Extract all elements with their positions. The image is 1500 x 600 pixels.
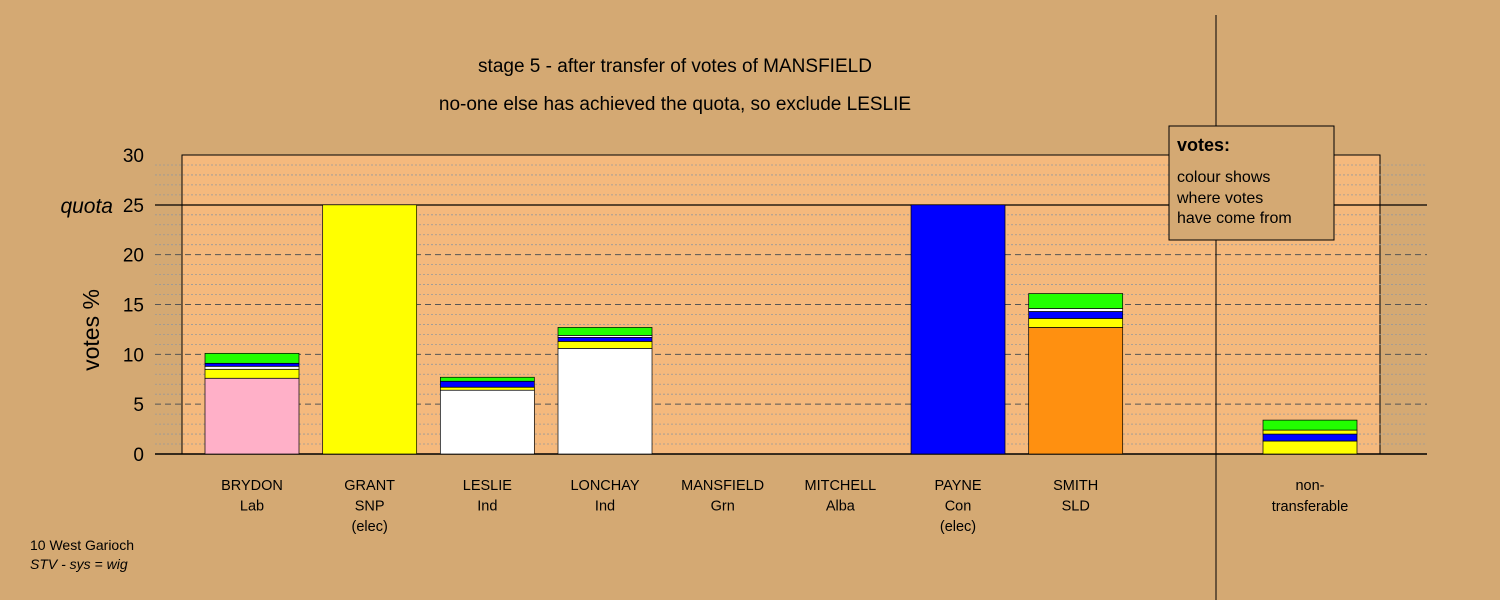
leslie-bar-segment-grn bbox=[439, 376, 535, 382]
leslie-bar-segment-ind bbox=[439, 389, 535, 455]
legend-title: votes: bbox=[1177, 135, 1230, 155]
y-tick-label: 20 bbox=[123, 246, 144, 267]
payne-bar-segment-con bbox=[910, 204, 1006, 455]
candidate-label-smith: SLD bbox=[1062, 499, 1090, 515]
y-tick-label: 10 bbox=[123, 345, 144, 366]
candidate-label-grant: GRANT bbox=[344, 478, 395, 494]
candidate-label-mitchell: MITCHELL bbox=[804, 478, 876, 494]
nontransferable-bar-segment-snp bbox=[1262, 440, 1358, 455]
legend-box bbox=[1168, 125, 1335, 241]
brydon-bar-segment-con bbox=[204, 362, 300, 367]
smith-bar-segment-snp bbox=[1028, 318, 1124, 328]
nontransferable-label: transferable bbox=[1272, 499, 1349, 515]
candidate-label-payne: PAYNE bbox=[935, 478, 982, 494]
candidate-label-brydon: BRYDON bbox=[221, 478, 283, 494]
brydon-bar-segment-ind bbox=[204, 365, 300, 370]
smith-bar-segment-sld bbox=[1028, 327, 1124, 455]
y-tick-label: 15 bbox=[123, 296, 144, 317]
brydon-bar-segment-snp bbox=[204, 368, 300, 379]
smith-bar-segment-con bbox=[1028, 311, 1124, 319]
lonchay-bar-segment-ind bbox=[557, 348, 653, 455]
smith-bar-segment-ind bbox=[1028, 308, 1124, 312]
legend: votes: colour shows where votes have com… bbox=[1168, 125, 1335, 241]
legend-line-1: colour shows bbox=[1177, 169, 1270, 186]
candidate-label-leslie: Ind bbox=[477, 499, 497, 515]
candidate-label-leslie: LESLIE bbox=[463, 478, 512, 494]
nontransferable-bar-segment-snp bbox=[1262, 429, 1358, 435]
candidate-label-smith: SMITH bbox=[1053, 478, 1098, 494]
x-axis-labels: BRYDON Lab GRANT SNP (elec) LESLIE Ind LONCHAY I… bbox=[221, 478, 1348, 535]
chart-subtitle: no-one else has achieved the quota, so e… bbox=[439, 94, 911, 115]
candidate-label-payne: (elec) bbox=[940, 519, 976, 535]
candidate-label-lonchay: Ind bbox=[595, 499, 615, 515]
legend-line-2: where votes bbox=[1176, 190, 1263, 207]
nontransferable-label: non- bbox=[1295, 478, 1324, 494]
candidate-label-mitchell: Alba bbox=[826, 499, 856, 515]
footer-ward: 10 West Garioch bbox=[30, 537, 134, 553]
quota-label: quota bbox=[60, 195, 113, 218]
brydon-bar-segment-grn bbox=[204, 352, 300, 364]
candidate-label-mansfield: MANSFIELD bbox=[681, 478, 764, 494]
candidate-label-grant: SNP bbox=[355, 499, 385, 515]
candidate-label-payne: Con bbox=[945, 499, 972, 515]
smith-bar-segment-grn bbox=[1028, 293, 1124, 309]
y-tick-label: 5 bbox=[133, 395, 144, 416]
y-tick-label: 0 bbox=[133, 445, 144, 466]
brydon-bar-segment-lab bbox=[204, 377, 300, 455]
lonchay-bar-segment-con bbox=[557, 337, 653, 342]
bars bbox=[204, 204, 1358, 455]
footer-system: STV - sys = wig bbox=[30, 556, 128, 572]
legend-line-3: have come from bbox=[1177, 210, 1292, 227]
lonchay-bar-segment-snp bbox=[557, 341, 653, 349]
y-tick-label: 30 bbox=[123, 146, 144, 167]
lonchay-bar-segment-grn bbox=[557, 327, 653, 336]
y-axis-label: votes % bbox=[78, 289, 104, 371]
candidate-label-lonchay: LONCHAY bbox=[570, 478, 639, 494]
y-axis-ticks: 0 5 10 15 20 25 30 bbox=[123, 146, 144, 466]
candidate-label-grant: (elec) bbox=[352, 519, 388, 535]
candidate-label-mansfield: Grn bbox=[711, 499, 735, 515]
nontransferable-bar-segment-grn bbox=[1262, 419, 1358, 431]
nontransferable-bar-segment-con bbox=[1262, 433, 1358, 442]
chart-title: stage 5 - after transfer of votes of MAN… bbox=[478, 56, 872, 77]
grant-bar-segment-snp bbox=[322, 204, 418, 455]
y-tick-label: 25 bbox=[123, 196, 144, 217]
leslie-bar-segment-con bbox=[439, 380, 535, 388]
leslie-bar-segment-snp bbox=[439, 386, 535, 391]
candidate-label-brydon: Lab bbox=[240, 499, 264, 515]
